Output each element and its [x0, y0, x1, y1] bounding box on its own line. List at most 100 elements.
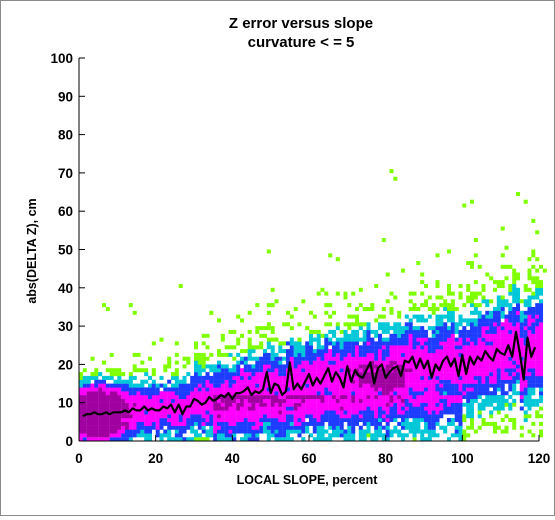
density-cell: [324, 379, 329, 384]
density-cell: [174, 383, 179, 388]
density-cell: [128, 383, 133, 388]
density-cell: [519, 391, 524, 396]
density-cell: [113, 398, 118, 403]
density-cell: [477, 310, 482, 315]
density-cell: [247, 414, 252, 419]
density-cell: [401, 349, 406, 354]
density-cell: [263, 333, 268, 338]
density-cell: [485, 349, 490, 354]
density-cell: [224, 345, 229, 350]
density-cell: [186, 383, 191, 388]
density-cell: [454, 398, 459, 403]
density-cell: [98, 418, 103, 423]
density-cell: [236, 387, 241, 392]
density-cell: [320, 433, 325, 438]
density-cell: [324, 418, 329, 423]
density-cell: [401, 421, 406, 426]
density-cell: [466, 368, 471, 373]
density-cell: [312, 337, 317, 342]
density-cell: [462, 333, 467, 338]
density-cell: [435, 333, 440, 338]
density-cell: [316, 433, 321, 438]
density-cell: [477, 375, 482, 380]
density-cell: [194, 383, 199, 388]
density-cell: [527, 402, 532, 407]
density-cell: [535, 349, 540, 354]
density-cell: [205, 406, 210, 411]
density-cell: [316, 406, 321, 411]
density-cell: [201, 375, 206, 380]
density-cell: [504, 402, 509, 407]
density-cell: [209, 429, 214, 434]
density-cell: [527, 307, 532, 312]
density-cell: [531, 391, 536, 396]
density-cell: [171, 402, 176, 407]
density-cell: [266, 437, 271, 442]
density-cell: [401, 410, 406, 415]
density-cell: [508, 383, 513, 388]
density-cell: [251, 387, 256, 392]
density-cell: [477, 402, 482, 407]
density-cell: [535, 310, 540, 315]
density-cell: [374, 406, 379, 411]
density-cell: [224, 379, 229, 384]
density-cell: [374, 398, 379, 403]
density-cell: [535, 295, 540, 300]
density-cell: [94, 414, 99, 419]
density-cell: [117, 368, 122, 373]
density-cell: [374, 429, 379, 434]
density-cell: [370, 395, 375, 400]
density-cell: [197, 375, 202, 380]
density-cell: [305, 372, 310, 377]
density-cell: [362, 433, 367, 438]
density-cell: [228, 368, 233, 373]
density-cell: [270, 398, 275, 403]
density-cell: [109, 414, 114, 419]
density-cell: [427, 418, 432, 423]
density-cell: [362, 337, 367, 342]
density-cell: [171, 418, 176, 423]
density-cell: [408, 375, 413, 380]
density-cell: [527, 272, 532, 277]
density-cell: [121, 425, 126, 430]
density-cell: [531, 276, 536, 281]
density-cell: [504, 303, 509, 308]
density-cell: [500, 383, 505, 388]
density-cell: [355, 379, 360, 384]
density-cell: [163, 398, 168, 403]
density-cell: [416, 398, 421, 403]
density-cell: [274, 437, 279, 442]
density-cell: [447, 387, 452, 392]
density-cell: [466, 349, 471, 354]
density-cell: [136, 368, 141, 373]
density-cell: [439, 383, 444, 388]
density-cell: [98, 425, 103, 430]
density-cell: [125, 395, 130, 400]
density-cell: [493, 372, 498, 377]
density-cell: [397, 429, 402, 434]
density-cell: [243, 425, 248, 430]
density-cell: [213, 414, 218, 419]
density-cell: [324, 402, 329, 407]
density-cell: [289, 395, 294, 400]
density-cell: [485, 402, 490, 407]
density-cell: [454, 322, 459, 327]
density-cell: [496, 395, 501, 400]
density-cell: [374, 421, 379, 426]
density-cell: [462, 414, 467, 419]
density-cell: [527, 314, 532, 319]
density-cell: [309, 345, 314, 350]
density-cell: [217, 421, 222, 426]
density-cell: [404, 326, 409, 331]
density-cell: [470, 375, 475, 380]
density-cell: [493, 337, 498, 342]
density-cell: [466, 379, 471, 384]
density-cell: [259, 379, 264, 384]
density-cell: [305, 341, 310, 346]
density-cell: [94, 398, 99, 403]
density-cell: [493, 307, 498, 312]
density-cell: [102, 383, 107, 388]
density-cell: [458, 329, 463, 334]
density-cell: [481, 368, 486, 373]
density-cell: [301, 375, 306, 380]
